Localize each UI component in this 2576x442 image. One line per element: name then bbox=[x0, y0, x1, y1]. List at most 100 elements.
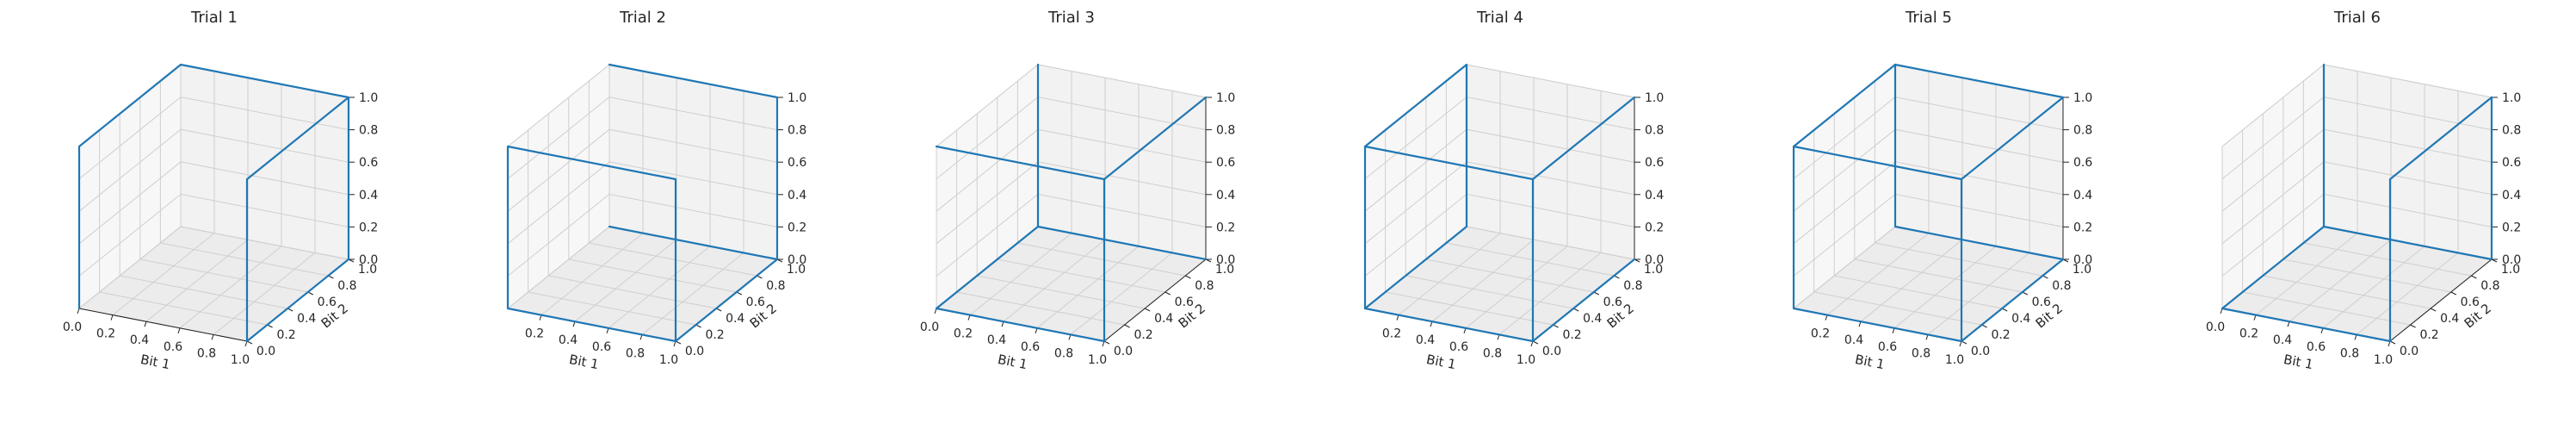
z-tick-label: 0.2 bbox=[359, 221, 378, 234]
z-tick-label: 0.6 bbox=[2073, 156, 2092, 170]
chart-title: Trial 2 bbox=[619, 9, 666, 27]
x-tick-label: 1.0 bbox=[2374, 353, 2393, 367]
grid-line bbox=[528, 130, 696, 326]
y-tick-label: 0.6 bbox=[2032, 296, 2051, 309]
series-line bbox=[935, 177, 1106, 343]
z-tick-label: 0.0 bbox=[2073, 253, 2092, 267]
grid-line bbox=[1833, 114, 2003, 309]
y-tick-label: 0.6 bbox=[2461, 296, 2480, 309]
chart-panel: 0.2 0.4 0.6 0.8 1.00.00.20.40.60.81.00.00.20… bbox=[1792, 9, 2092, 372]
x-tick-label: 0.0 bbox=[920, 321, 939, 334]
z-tick-label: 0.6 bbox=[1216, 156, 1235, 170]
y-tick-label: 0.8 bbox=[337, 279, 356, 293]
y-tick bbox=[1185, 275, 1191, 279]
grid-line bbox=[119, 114, 288, 309]
z-tick-label: 0.8 bbox=[1645, 124, 1664, 138]
y-tick-label: 0.4 bbox=[1154, 312, 1173, 326]
x-tick bbox=[177, 327, 181, 333]
z-tick-label: 1.0 bbox=[359, 91, 378, 105]
z-tick-label: 0.0 bbox=[1216, 253, 1235, 267]
z-tick-label: 0.6 bbox=[788, 156, 806, 170]
y-tick bbox=[1164, 291, 1171, 296]
x-tick-label: 0.8 bbox=[197, 346, 216, 360]
x-tick-label: 0.4 bbox=[130, 333, 149, 347]
grid-line bbox=[139, 97, 308, 293]
z-tick-label: 0.2 bbox=[1216, 221, 1235, 234]
x-tick-label: 0.4 bbox=[1844, 333, 1863, 347]
x-axis-label: Bit 1 bbox=[139, 352, 171, 372]
y-tick bbox=[1144, 308, 1151, 312]
z-tick-label: 0.8 bbox=[2502, 124, 2521, 138]
y-axis-line bbox=[1103, 258, 1207, 342]
x-tick-label: 1.0 bbox=[1088, 353, 1107, 367]
grid-line bbox=[1874, 81, 2043, 277]
z-tick-label: 0.6 bbox=[1645, 156, 1664, 170]
series-line bbox=[608, 63, 779, 261]
y-tick-label: 0.2 bbox=[276, 328, 295, 342]
y-tick-label: 0.6 bbox=[746, 296, 765, 309]
x-tick-label: 0.6 bbox=[1449, 340, 1468, 354]
z-tick-label: 0.4 bbox=[788, 189, 806, 202]
z-tick-label: 1.0 bbox=[2502, 91, 2521, 105]
x-tick-label: 0.2 bbox=[96, 327, 115, 341]
x-tick-label: 0.0 bbox=[2206, 321, 2225, 334]
series-line bbox=[1893, 63, 2065, 343]
back-pane bbox=[1466, 64, 1635, 260]
z-tick-label: 0.4 bbox=[1645, 189, 1664, 202]
z-tick-label: 0.4 bbox=[2502, 189, 2521, 202]
back-pane bbox=[2323, 64, 2493, 260]
z-tick-label: 0.6 bbox=[2502, 156, 2521, 170]
x-tick bbox=[110, 314, 114, 321]
chart-panel: 0.0 0.2 0.4 0.6 0.8 1.00.00.20.40.60.81.00.00… bbox=[920, 9, 1235, 372]
x-tick-label: 0.8 bbox=[1483, 346, 1502, 360]
y-tick-label: 0.2 bbox=[705, 328, 724, 342]
y-axis-line bbox=[2389, 258, 2493, 342]
y-tick-label: 0.0 bbox=[2400, 345, 2418, 358]
y-tick-label: 0.0 bbox=[1542, 345, 1561, 358]
chart-title: Trial 5 bbox=[1905, 9, 1952, 27]
x-tick-label: 0.6 bbox=[1021, 340, 1040, 354]
x-axis-label: Bit 1 bbox=[1425, 352, 1457, 372]
z-tick-label: 0.0 bbox=[2502, 253, 2521, 267]
y-tick-label: 1.0 bbox=[358, 263, 377, 277]
y-tick-label: 0.8 bbox=[1623, 279, 1642, 293]
x-tick bbox=[144, 321, 147, 327]
z-tick-label: 0.0 bbox=[359, 253, 378, 267]
z-tick-label: 0.8 bbox=[359, 124, 378, 138]
y-tick-label: 0.8 bbox=[2052, 279, 2071, 293]
y-tick-label: 0.8 bbox=[2480, 279, 2499, 293]
y-tick-label: 0.4 bbox=[297, 312, 316, 326]
chart-panel: 0.0 0.2 0.4 0.6 0.8 1.00.00.20.40.60.81.00.00… bbox=[2206, 9, 2521, 372]
x-tick-label: 0.2 bbox=[2239, 327, 2258, 341]
series-line bbox=[2322, 63, 2493, 261]
y-tick bbox=[2389, 340, 2396, 345]
z-tick-label: 0.0 bbox=[1645, 253, 1664, 267]
x-tick-label: 0.2 bbox=[525, 327, 544, 341]
back-pane bbox=[1037, 64, 1207, 260]
x-tick-label: 0.2 bbox=[954, 327, 973, 341]
x-axis-label: Bit 1 bbox=[2283, 352, 2314, 372]
x-tick-label: 0.0 bbox=[63, 321, 82, 334]
x-tick-label: 0.8 bbox=[2340, 346, 2359, 360]
y-tick-label: 0.2 bbox=[1991, 328, 2010, 342]
x-tick-label: 1.0 bbox=[231, 353, 250, 367]
z-tick-label: 0.8 bbox=[1216, 124, 1235, 138]
x-tick bbox=[211, 334, 214, 340]
x-tick-label: 0.2 bbox=[1811, 327, 1830, 341]
z-tick-label: 1.0 bbox=[1216, 91, 1235, 105]
back-pane bbox=[1894, 64, 2064, 260]
grid-line bbox=[99, 130, 268, 326]
series-line bbox=[1363, 63, 1468, 310]
grid-line bbox=[1813, 130, 1982, 326]
z-tick-label: 0.6 bbox=[359, 156, 378, 170]
x-tick-label: 0.4 bbox=[987, 333, 1006, 347]
chart-title: Trial 3 bbox=[1047, 9, 1095, 27]
y-tick-label: 0.4 bbox=[2440, 312, 2459, 326]
x-tick-label: 1.0 bbox=[659, 353, 678, 367]
z-tick-label: 1.0 bbox=[2073, 91, 2092, 105]
grid-line bbox=[547, 114, 717, 309]
z-tick-label: 0.0 bbox=[788, 253, 806, 267]
grid-line bbox=[159, 81, 329, 277]
series-line bbox=[2221, 225, 2326, 310]
x-tick-label: 1.0 bbox=[1517, 353, 1535, 367]
